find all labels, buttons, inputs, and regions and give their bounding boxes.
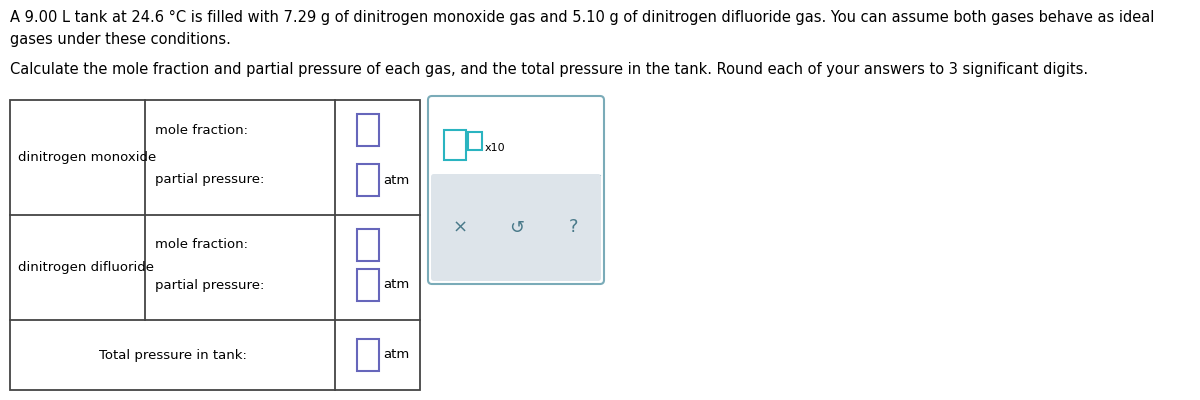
Bar — [356, 339, 378, 371]
Text: Total pressure in tank:: Total pressure in tank: — [98, 348, 246, 362]
Bar — [356, 229, 378, 261]
Text: ↺: ↺ — [510, 218, 524, 236]
Text: partial pressure:: partial pressure: — [155, 278, 264, 292]
Bar — [356, 114, 378, 146]
Text: atm: atm — [384, 278, 409, 292]
Text: partial pressure:: partial pressure: — [155, 174, 264, 186]
Text: atm: atm — [384, 348, 409, 362]
FancyBboxPatch shape — [431, 174, 601, 281]
Text: ×: × — [452, 218, 468, 236]
Text: mole fraction:: mole fraction: — [155, 124, 248, 136]
Text: Calculate the mole fraction and partial pressure of each gas, and the total pres: Calculate the mole fraction and partial … — [10, 62, 1088, 77]
Text: A 9.00 L tank at 24.6 °C is filled with 7.29 g of dinitrogen monoxide gas and 5.: A 9.00 L tank at 24.6 °C is filled with … — [10, 10, 1154, 25]
Text: x10: x10 — [485, 143, 505, 153]
Text: ?: ? — [569, 218, 578, 236]
Bar — [10, 100, 420, 390]
FancyBboxPatch shape — [428, 96, 604, 284]
Bar — [356, 164, 378, 196]
Text: dinitrogen monoxide: dinitrogen monoxide — [18, 151, 156, 164]
Bar — [468, 132, 482, 150]
Bar — [444, 130, 466, 160]
Text: gases under these conditions.: gases under these conditions. — [10, 32, 230, 47]
Text: atm: atm — [384, 174, 409, 186]
Text: dinitrogen difluoride: dinitrogen difluoride — [18, 261, 154, 274]
Bar — [356, 269, 378, 301]
Text: mole fraction:: mole fraction: — [155, 238, 248, 252]
